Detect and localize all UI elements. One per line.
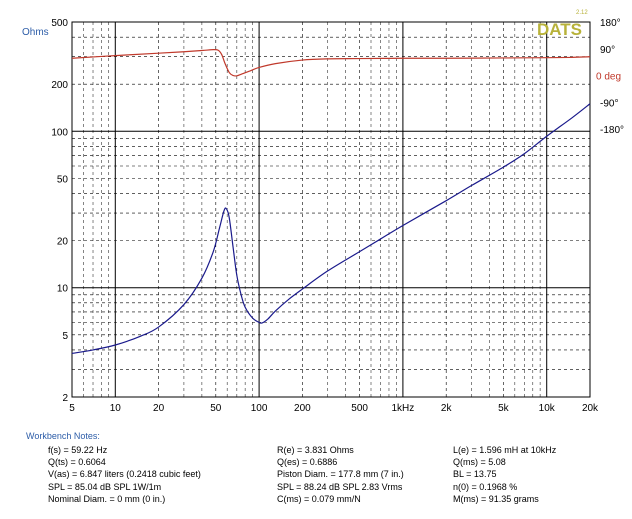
phase-tick-label: 180°: [600, 18, 621, 29]
y-tick-label: 100: [51, 127, 68, 138]
x-tick-label: 5k: [498, 403, 510, 414]
note-nominal-diam: Nominal Diam. = 0 mm (0 in.): [48, 493, 166, 504]
note-bl: BL = 13.75: [453, 469, 497, 480]
phase-tick-label: -90°: [600, 98, 618, 109]
y-tick-label: 50: [57, 174, 69, 185]
y-tick-label: 200: [51, 80, 68, 91]
brand-logo: DATS: [537, 20, 582, 39]
note-mms: M(ms) = 91.35 grams: [453, 493, 539, 504]
note-vas: V(as) = 6.847 liters (0.2418 cubic feet): [48, 469, 201, 480]
x-tick-label: 50: [210, 403, 222, 414]
note-n0: n(0) = 0.1968 %: [453, 481, 518, 492]
curves: [71, 48, 591, 355]
axis-labels: 5 10 20 50 100 200 500 1kHz 2k 5k 10k 20k2510205010…: [22, 10, 624, 414]
note-spl-283: SPL = 88.24 dB SPL 2.83 Vrms: [277, 481, 403, 492]
brand-version: 2.12: [576, 10, 588, 16]
note-fs: f(s) = 59.22 Hz: [48, 445, 108, 455]
note-qms: Q(ms) = 5.08: [453, 457, 506, 468]
notes-title: Workbench Notes:: [26, 431, 100, 441]
note-piston-diam: Piston Diam. = 177.8 mm (7 in.): [277, 469, 404, 480]
note-re: R(e) = 3.831 Ohms: [277, 445, 354, 455]
x-tick-label: 10k: [539, 403, 556, 414]
x-tick-label: 200: [294, 403, 311, 414]
y-tick-label: 2: [62, 393, 68, 404]
x-tick-label: 1kHz: [392, 403, 415, 414]
note-qts: Q(ts) = 0.6064: [48, 457, 106, 468]
y-tick-label: 20: [57, 237, 69, 248]
x-tick-label: 20k: [582, 403, 599, 414]
y-tick-label: 500: [51, 18, 68, 29]
x-tick-label: 20: [153, 403, 165, 414]
y-tick-label: 5: [62, 331, 68, 342]
note-le: L(e) = 1.596 mH at 10kHz: [453, 445, 557, 455]
impedance-curve: [71, 103, 591, 355]
phase-tick-label: 90°: [600, 45, 615, 56]
plot-frame: [71, 21, 591, 398]
phase-curve: [71, 48, 591, 77]
x-tick-label: 2k: [441, 403, 453, 414]
workbench-notes: Workbench Notes: f(s) = 59.22 Hz Q(ts) =…: [0, 428, 632, 519]
note-cms: C(ms) = 0.079 mm/N: [277, 493, 361, 504]
x-tick-label: 5: [69, 403, 75, 414]
x-tick-label: 10: [110, 403, 122, 414]
note-spl-1w: SPL = 85.04 dB SPL 1W/1m: [48, 481, 162, 492]
grid: [71, 21, 591, 398]
note-qes: Q(es) = 0.6886: [277, 457, 338, 468]
y-tick-label: 10: [57, 284, 69, 295]
phase-tick-label: -180°: [600, 125, 624, 136]
impedance-phase-chart: 5 10 20 50 100 200 500 1kHz 2k 5k 10k 20k2510205010…: [22, 10, 624, 414]
notes-column-2: R(e) = 3.831 Ohms Q(es) = 0.6886 Piston …: [277, 444, 404, 505]
notes-column-3: L(e) = 1.596 mH at 10kHz Q(ms) = 5.08 BL…: [453, 444, 556, 505]
x-tick-label: 500: [351, 403, 368, 414]
x-tick-label: 100: [251, 403, 268, 414]
phase-tick-label: 0 deg: [596, 72, 621, 83]
left-axis-unit: Ohms: [22, 27, 49, 38]
notes-column-1: f(s) = 59.22 Hz Q(ts) = 0.6064 V(as) = 6…: [48, 444, 201, 505]
